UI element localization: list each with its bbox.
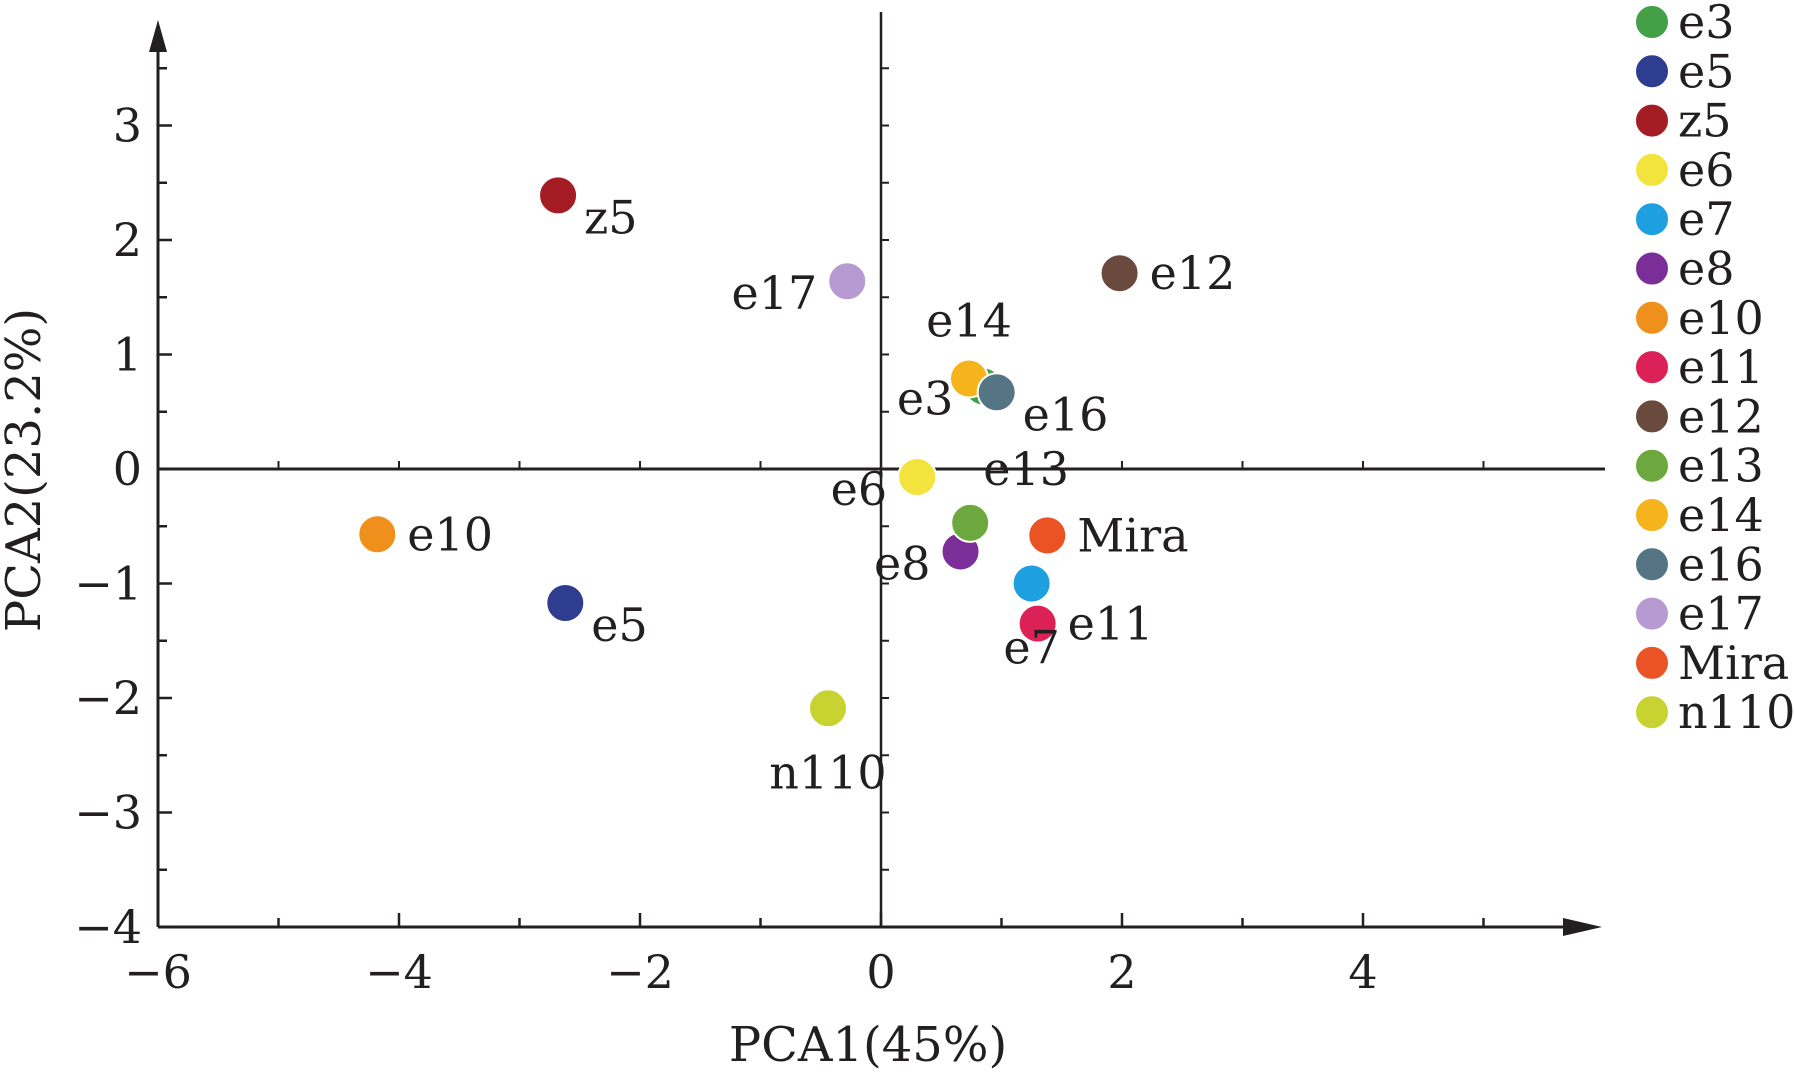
legend-label-e17: e17 <box>1678 587 1764 641</box>
legend-label-e7: e7 <box>1678 192 1735 246</box>
point-mira <box>1027 515 1068 556</box>
legend-label-e14: e14 <box>1678 488 1764 542</box>
point-label-e14: e14 <box>926 294 1012 348</box>
point-z5 <box>538 175 579 216</box>
legend-label-e11: e11 <box>1678 340 1764 394</box>
point-label-n110: n110 <box>769 745 886 799</box>
legend-label-e16: e16 <box>1678 537 1764 591</box>
legend-label-e10: e10 <box>1678 291 1764 345</box>
point-label-e17: e17 <box>731 266 817 320</box>
point-label-e11: e11 <box>1068 597 1154 651</box>
legend-label-e5: e5 <box>1678 44 1735 98</box>
legend-label-z5: z5 <box>1678 94 1732 148</box>
point-e10 <box>357 514 398 555</box>
legend-label-e13: e13 <box>1678 439 1764 493</box>
y-tick-label: 1 <box>113 328 142 382</box>
legend-marker-e17 <box>1634 595 1670 632</box>
point-e7 <box>1011 563 1052 604</box>
point-label-e5: e5 <box>591 598 648 652</box>
point-label-e16: e16 <box>1023 387 1109 441</box>
point-label-e8: e8 <box>874 536 931 590</box>
point-label-mira: Mira <box>1077 508 1188 562</box>
point-e13 <box>950 502 991 543</box>
y-tick-label: −2 <box>74 671 142 725</box>
legend-marker-e7 <box>1634 201 1670 238</box>
legend-marker-e5 <box>1634 53 1670 90</box>
y-tick-label: −3 <box>74 786 142 840</box>
x-tick-label: −6 <box>124 945 192 999</box>
legend-label-n110: n110 <box>1678 685 1794 739</box>
x-tick-label: 4 <box>1348 945 1377 999</box>
point-label-e3: e3 <box>897 372 954 426</box>
data-points <box>357 175 1140 729</box>
legend-marker-e12 <box>1634 398 1670 435</box>
point-label-z5: z5 <box>584 190 638 244</box>
y-tick-label: −1 <box>74 557 142 611</box>
x-axis-arrow <box>1563 918 1602 936</box>
legend-label-e12: e12 <box>1678 389 1764 443</box>
legend-marker-z5 <box>1634 102 1670 139</box>
y-tick-label: 3 <box>113 99 142 153</box>
legend-marker-e14 <box>1634 497 1670 533</box>
point-label-e7: e7 <box>1003 621 1060 675</box>
point-label-e10: e10 <box>407 507 493 561</box>
y-tick-label: 0 <box>113 442 142 496</box>
legend-marker-e11 <box>1634 349 1670 386</box>
y-tick-label: 2 <box>113 213 142 267</box>
y-axis-arrow <box>149 20 167 52</box>
point-e16 <box>976 372 1017 413</box>
legend: e3e5z5e6e7e8e10e11e12e13e14e16e17Miran11… <box>1634 0 1794 739</box>
x-tick-label: 2 <box>1107 945 1136 999</box>
x-tick-label: −2 <box>606 945 674 999</box>
legend-marker-e3 <box>1634 4 1670 40</box>
y-axis-title: PCA2(23.2%) <box>0 308 52 632</box>
legend-label-mira: Mira <box>1678 636 1789 690</box>
point-label-e13: e13 <box>983 442 1069 496</box>
legend-label-e6: e6 <box>1678 143 1735 197</box>
point-n110 <box>807 688 848 729</box>
point-label-e12: e12 <box>1150 246 1236 300</box>
legend-marker-mira <box>1634 644 1670 681</box>
x-tick-label: −4 <box>365 945 433 999</box>
x-tick-label: 0 <box>866 945 895 999</box>
point-e6 <box>897 457 938 498</box>
legend-marker-n110 <box>1634 694 1670 731</box>
legend-label-e3: e3 <box>1678 0 1735 49</box>
legend-marker-e16 <box>1634 546 1670 583</box>
legend-marker-e6 <box>1634 151 1670 188</box>
y-tick-label: −4 <box>74 900 142 954</box>
legend-marker-e8 <box>1634 250 1670 287</box>
x-axis-title: PCA1(45%) <box>729 1017 1007 1073</box>
legend-marker-e10 <box>1634 299 1670 336</box>
point-e12 <box>1099 253 1140 294</box>
point-e17 <box>827 261 868 302</box>
point-e11 <box>1017 603 1058 644</box>
point-label-e6: e6 <box>831 462 888 516</box>
legend-label-e8: e8 <box>1678 242 1735 296</box>
legend-marker-e13 <box>1634 447 1670 484</box>
point-e5 <box>545 582 586 623</box>
